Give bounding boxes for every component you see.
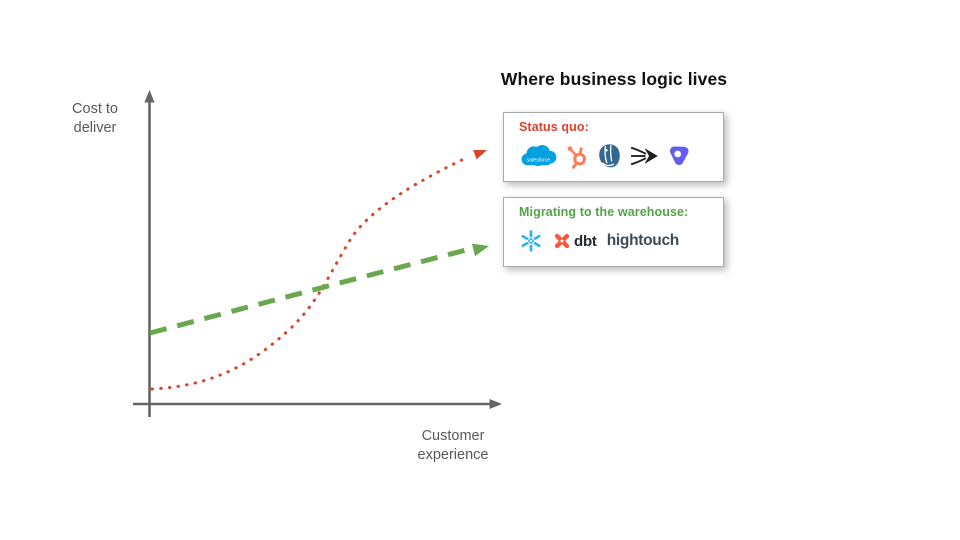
- y-axis-label-line1: Cost to: [72, 101, 118, 117]
- y-axis-label: Cost to deliver: [48, 100, 142, 138]
- x-axis-arrowhead-icon: [489, 399, 502, 409]
- status-quo-curve: [150, 155, 470, 391]
- dbt-wordmark: dbt: [574, 232, 597, 250]
- x-axis-label-line1: Customer: [421, 428, 485, 444]
- y-axis-label-line2: deliver: [73, 120, 117, 136]
- warehouse-line: [149, 246, 471, 336]
- flow-arrow-icon: [630, 146, 658, 166]
- x-axis-label: Customer experience: [394, 427, 512, 465]
- status-quo-box: Status quo: salesforce: [503, 112, 724, 182]
- postgresql-icon: [599, 144, 620, 168]
- dbt-icon: [554, 233, 570, 249]
- status-quo-arrowhead-icon: [473, 149, 487, 160]
- warehouse-logo-row: dbt hightouch: [519, 225, 715, 257]
- salesforce-wordmark: salesforce: [527, 158, 551, 164]
- hubspot-icon: [567, 146, 586, 169]
- warehouse-box: Migrating to the warehouse:: [503, 197, 724, 267]
- hightouch-wordmark: hightouch: [606, 232, 680, 249]
- salesforce-icon: salesforce: [521, 144, 557, 166]
- y-axis-arrowhead-icon: [144, 90, 155, 103]
- snowflake-icon: [521, 230, 541, 252]
- warehouse-label: Migrating to the warehouse:: [519, 205, 689, 219]
- status-quo-logo-row: salesforce: [519, 140, 715, 172]
- page-title: Where business logic lives: [500, 69, 728, 89]
- warehouse-arrowhead-icon: [471, 243, 489, 257]
- x-axis-label-line2: experience: [417, 447, 489, 463]
- status-quo-label: Status quo:: [519, 120, 589, 134]
- outreach-icon: [669, 146, 689, 166]
- dbt-logo: dbt: [553, 232, 597, 250]
